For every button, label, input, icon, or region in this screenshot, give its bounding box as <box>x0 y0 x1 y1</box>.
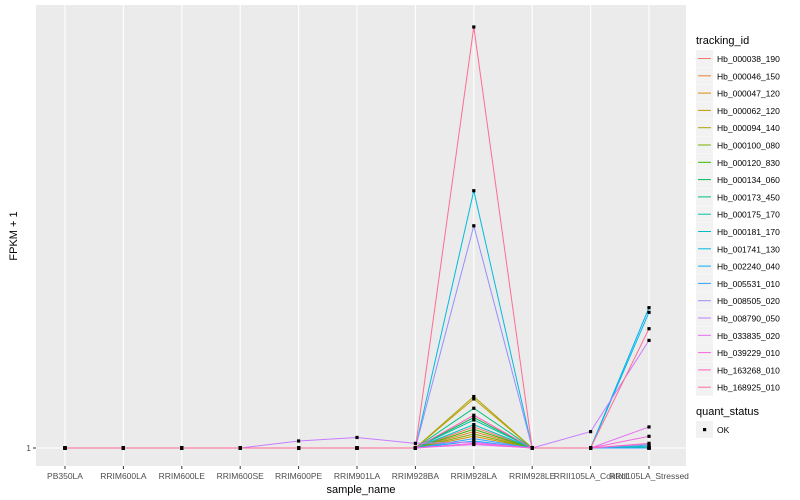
x-tick-label: RRIM928LE <box>509 471 556 481</box>
data-point-Hb_002240_040-10 <box>647 306 651 310</box>
legend-label-Hb_000047_120: Hb_000047_120 <box>717 89 780 99</box>
legend-title-quant-status: quant_status <box>696 406 759 418</box>
legend-label-Hb_168925_010: Hb_168925_010 <box>717 383 780 393</box>
data-point-Hb_039229_010-7 <box>472 441 476 445</box>
plot-panel <box>36 5 686 466</box>
data-point-Hb_008790_050-4 <box>297 439 301 443</box>
data-point-Hb_000046_150-7 <box>472 430 476 434</box>
shape-legend-items: OK <box>696 421 730 438</box>
data-point-Hb_008505_020-7 <box>472 224 476 228</box>
data-point-Hb_000100_080-7 <box>472 432 476 436</box>
x-tick-label: RRIM600PE <box>275 471 323 481</box>
x-axis: PB350LA RRIM600LA RRIM600LE RRIM600SE RRIM60… <box>47 466 689 481</box>
legend-label-Hb_000100_080: Hb_000100_080 <box>717 141 780 151</box>
data-point-Hb_168925_010-4 <box>297 446 301 450</box>
data-point-Hb_001741_130-10 <box>647 310 651 314</box>
data-point-Hb_168925_010-6 <box>413 446 417 450</box>
data-point-Hb_005531_010-7 <box>472 437 476 441</box>
legend-label-Hb_039229_010: Hb_039229_010 <box>717 348 780 358</box>
data-point-Hb_168925_010-5 <box>355 446 359 450</box>
data-point-Hb_000173_450-7 <box>472 406 476 410</box>
data-point-Hb_008790_050-10 <box>647 338 651 343</box>
legend-label-Hb_002240_040: Hb_002240_040 <box>717 262 780 272</box>
x-tick-label: RRIM600LA <box>100 471 147 481</box>
legend-label-Hb_000181_170: Hb_000181_170 <box>717 227 780 237</box>
legend-label-Hb_008790_050: Hb_008790_050 <box>717 314 780 324</box>
x-tick-label: RRIM600LE <box>159 471 206 481</box>
grid-lines <box>36 5 686 466</box>
data-point-Hb_001741_130-7 <box>472 189 476 193</box>
x-tick-label: RRIM928LA <box>451 471 498 481</box>
legend-label-Hb_000173_450: Hb_000173_450 <box>717 192 780 202</box>
x-tick-label: RRIM600SE <box>217 471 265 481</box>
data-point-Hb_033835_020-10 <box>647 425 651 429</box>
x-tick-label: RRII105LA_Stressed <box>609 471 689 481</box>
legend-label-Hb_001741_130: Hb_001741_130 <box>717 244 780 254</box>
data-point-Hb_000038_190-7 <box>472 425 476 429</box>
data-point-Hb_163268_010-7 <box>472 413 476 417</box>
legend-label-Hb_000062_120: Hb_000062_120 <box>717 106 780 116</box>
y-axis: 1 <box>26 443 36 453</box>
data-point-Hb_163268_010-10 <box>647 441 651 445</box>
y-axis-title: FPKM + 1 <box>8 211 20 260</box>
x-tick-label: RRIM928BA <box>392 471 440 481</box>
x-tick-label: PB350LA <box>47 471 83 481</box>
data-point-Hb_039229_010-10 <box>647 434 651 438</box>
legend-label-Hb_163268_010: Hb_163268_010 <box>717 365 780 375</box>
shape-legend-label: OK <box>717 425 730 435</box>
shape-legend-point <box>703 428 707 432</box>
data-point-Hb_008790_050-6 <box>413 441 417 445</box>
data-point-Hb_005531_010-10 <box>647 446 651 450</box>
data-point-Hb_008790_050-9 <box>589 430 593 434</box>
data-point-Hb_168925_010-7 <box>472 25 476 29</box>
legend-label-Hb_000120_830: Hb_000120_830 <box>717 158 780 168</box>
data-point-Hb_168925_010-8 <box>530 446 534 450</box>
x-tick-label: RRII105LA_Control <box>554 471 628 481</box>
legend-label-Hb_000046_150: Hb_000046_150 <box>717 71 780 81</box>
data-points <box>63 25 651 450</box>
data-point-Hb_000047_120-7 <box>472 434 476 438</box>
data-point-Hb_000062_120-7 <box>472 397 476 401</box>
data-point-Hb_000094_140-7 <box>472 394 476 399</box>
legend-label-Hb_033835_020: Hb_033835_020 <box>717 331 780 341</box>
data-point-Hb_008790_050-5 <box>355 435 359 440</box>
data-point-Hb_000120_830-7 <box>472 427 476 431</box>
legend-label-Hb_000094_140: Hb_000094_140 <box>717 123 780 133</box>
legend-label-Hb_000134_060: Hb_000134_060 <box>717 175 780 185</box>
x-axis-title: sample_name <box>326 484 395 496</box>
data-point-Hb_168925_010-10 <box>647 327 651 331</box>
x-tick-label: RRIM901LA <box>334 471 381 481</box>
data-point-Hb_000134_060-7 <box>472 415 476 420</box>
legend-items: Hb_000038_190 Hb_000046_150 Hb_000047_120 H… <box>696 50 780 396</box>
legend-title-tracking-id: tracking_id <box>696 35 749 47</box>
legend-label-Hb_000038_190: Hb_000038_190 <box>717 54 780 64</box>
data-point-Hb_000181_170-7 <box>472 423 476 427</box>
data-point-Hb_168925_010-0 <box>63 446 67 450</box>
legend: tracking_id Hb_000038_190Hb_000046_150Hb… <box>696 35 780 438</box>
data-point-Hb_168925_010-1 <box>121 446 125 450</box>
legend-label-Hb_005531_010: Hb_005531_010 <box>717 279 780 289</box>
data-point-Hb_168925_010-9 <box>589 446 593 450</box>
data-point-Hb_168925_010-2 <box>180 446 184 450</box>
data-point-Hb_168925_010-3 <box>238 446 242 450</box>
data-point-Hb_000175_170-7 <box>472 418 476 422</box>
legend-label-Hb_000175_170: Hb_000175_170 <box>717 210 780 220</box>
y-tick-label: 1 <box>26 443 31 453</box>
legend-label-Hb_008505_020: Hb_008505_020 <box>717 296 780 306</box>
